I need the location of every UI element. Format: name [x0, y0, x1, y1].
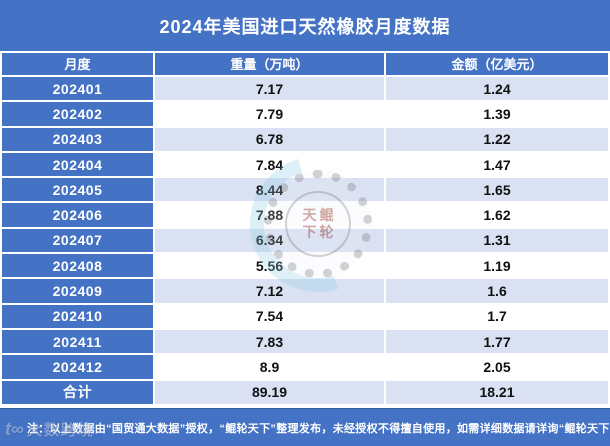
month-cell: 202406	[2, 203, 153, 227]
total-amount-cell: 18.21	[386, 380, 608, 404]
amount-cell: 1.7	[386, 304, 608, 328]
footer-note-bar: 注：以上数据由“国贸通大数据”授权，“鲲轮天下”整理发布，未经授权不得擅自使用，…	[0, 408, 610, 446]
column-header-weight: 重量（万吨）	[155, 53, 384, 75]
amount-cell: 1.39	[386, 102, 608, 126]
amount-cell: 1.6	[386, 279, 608, 303]
month-cell: 202412	[2, 355, 153, 379]
weight-cell: 7.84	[155, 152, 384, 177]
amount-cell: 1.24	[386, 77, 608, 101]
weight-cell: 8.44	[155, 178, 384, 202]
month-cell: 202402	[2, 102, 153, 126]
footer-note-text: 注：以上数据由“国贸通大数据”授权，“鲲轮天下”整理发布，未经授权不得擅自使用，…	[27, 422, 610, 435]
month-cell: 202408	[2, 254, 153, 278]
weight-cell: 6.34	[155, 228, 384, 253]
column-header-amount: 金额（亿美元）	[386, 53, 608, 75]
weight-cell: 6.78	[155, 127, 384, 151]
amount-cell: 1.77	[386, 329, 608, 354]
weight-cell: 7.54	[155, 304, 384, 328]
amount-cell: 1.47	[386, 152, 608, 177]
amount-cell: 2.05	[386, 355, 608, 379]
month-cell: 202403	[2, 127, 153, 151]
amount-cell: 1.31	[386, 228, 608, 253]
amount-cell: 1.62	[386, 203, 608, 227]
amount-cell: 1.19	[386, 254, 608, 278]
page-title: 2024年美国进口天然橡胶月度数据	[0, 0, 610, 51]
weight-cell: 7.79	[155, 102, 384, 126]
month-cell: 202401	[2, 77, 153, 101]
month-cell: 202405	[2, 178, 153, 202]
month-cell: 202404	[2, 152, 153, 177]
month-cell: 202411	[2, 329, 153, 354]
month-cell: 202409	[2, 279, 153, 303]
amount-cell: 1.22	[386, 127, 608, 151]
data-table: 月度 重量（万吨） 金额（亿美元） 202401 7.17 1.24 202402 7.…	[0, 53, 610, 404]
column-header-month: 月度	[2, 53, 153, 75]
total-month-cell: 合计	[2, 380, 153, 404]
weight-cell: 7.12	[155, 279, 384, 303]
weight-cell: 7.83	[155, 329, 384, 354]
total-weight-cell: 89.19	[155, 380, 384, 404]
weight-cell: 7.17	[155, 77, 384, 101]
weight-cell: 8.9	[155, 355, 384, 379]
month-cell: 202410	[2, 304, 153, 328]
weight-cell: 7.88	[155, 203, 384, 227]
month-cell: 202407	[2, 228, 153, 253]
weight-cell: 5.56	[155, 254, 384, 278]
amount-cell: 1.65	[386, 178, 608, 202]
